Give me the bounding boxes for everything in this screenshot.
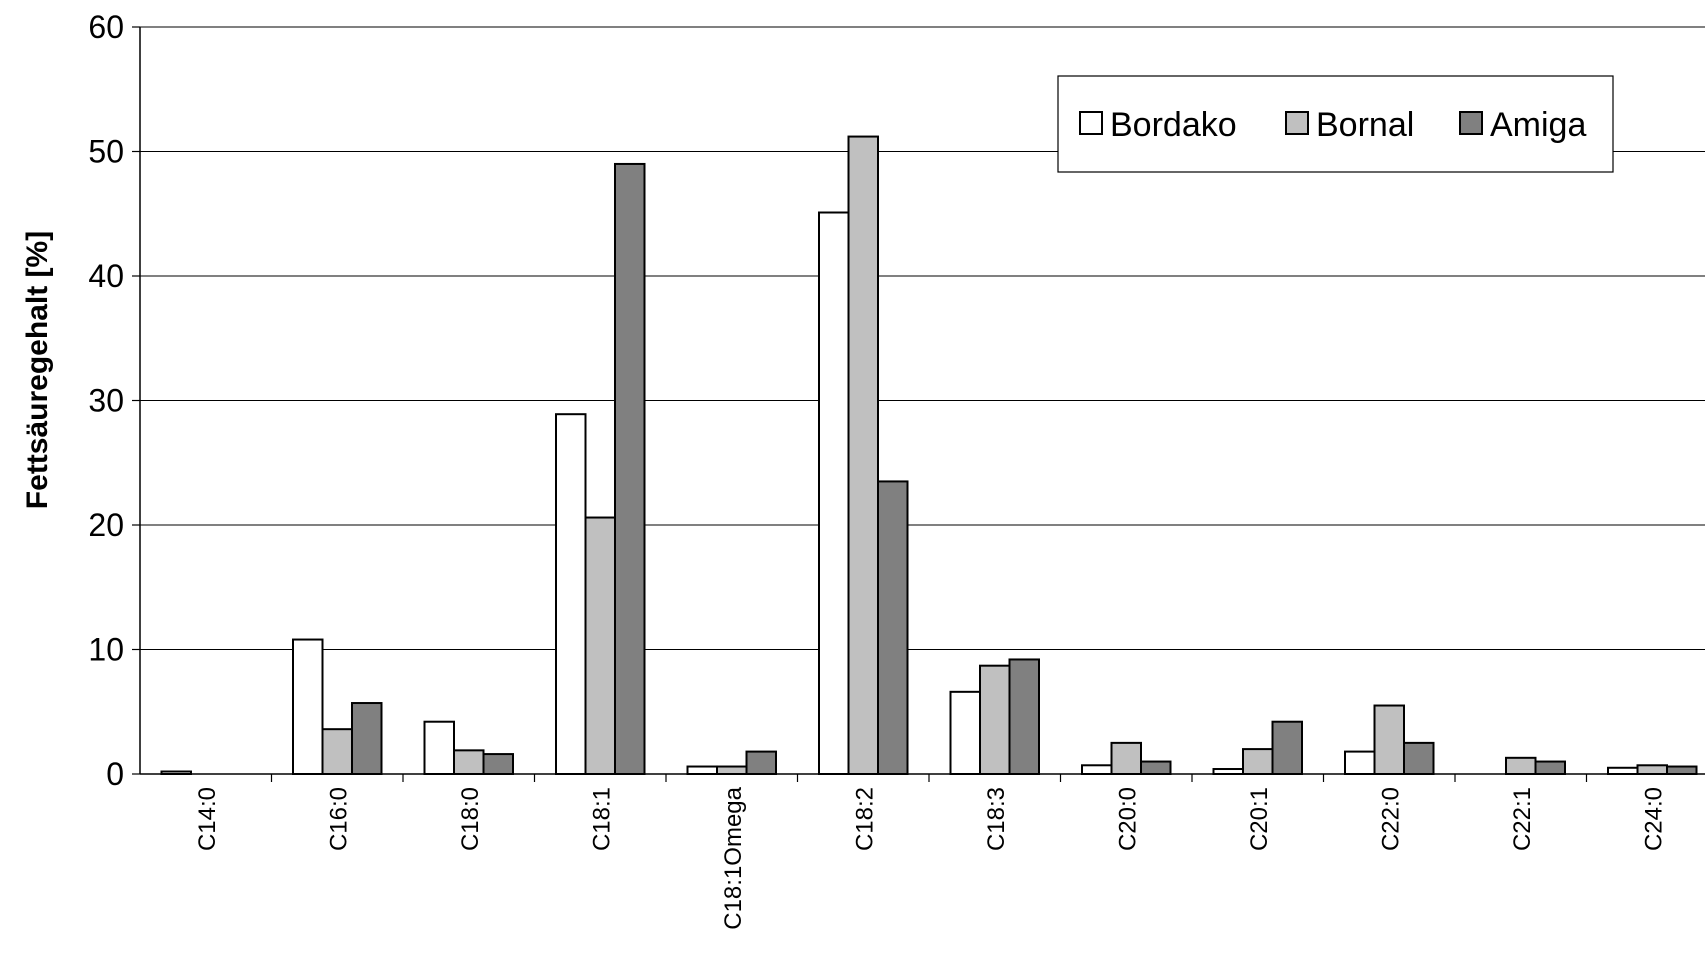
legend-label-amiga: Amiga — [1490, 106, 1586, 144]
x-tick-label: C22:1 — [1509, 787, 1536, 851]
x-tick-label: C18:1Omega — [720, 786, 747, 929]
y-tick-label: 60 — [88, 9, 124, 45]
bar-bordako-c20-0 — [1081, 764, 1113, 775]
bar-amiga-c18-1 — [614, 162, 646, 775]
x-tick-label: C16:0 — [325, 787, 352, 851]
y-tick-label: 50 — [88, 134, 124, 170]
x-tick-label: C22:0 — [1377, 787, 1404, 851]
bar-amiga-c18-3 — [1008, 658, 1040, 776]
x-tick-label: C14:0 — [194, 787, 221, 851]
bar-amiga-c18-1omega — [745, 750, 777, 776]
x-tick-label: C24:0 — [1640, 787, 1667, 851]
bar-bordako-c18-1omega — [686, 765, 718, 776]
bar-bornal-c24-0 — [1636, 764, 1668, 775]
x-tick-label: C18:1 — [588, 787, 615, 851]
x-tick-label: C20:0 — [1114, 787, 1141, 851]
x-tick-label: C18:2 — [851, 787, 878, 851]
bar-bordako-c18-0 — [423, 720, 455, 776]
bar-bornal-c22-0 — [1373, 704, 1405, 776]
bar-bordako-c18-3 — [949, 690, 981, 776]
legend-swatch-amiga — [1459, 111, 1483, 135]
y-tick-label: 20 — [88, 507, 124, 543]
bar-bordako-c16-0 — [292, 638, 324, 775]
bar-amiga-c16-0 — [351, 702, 383, 775]
y-tick-label: 10 — [88, 632, 124, 668]
y-tick-label: 40 — [88, 258, 124, 294]
bar-amiga-c22-1 — [1534, 760, 1566, 775]
bar-amiga-c18-0 — [482, 753, 514, 776]
axes — [139, 27, 1705, 775]
bar-bordako-c22-0 — [1344, 750, 1376, 776]
legend-label-bornal: Bornal — [1316, 106, 1414, 144]
bar-bornal-c22-1 — [1505, 756, 1537, 776]
bar-bornal-c20-1 — [1242, 748, 1274, 775]
bar-bornal-c18-1 — [584, 516, 616, 776]
x-tick-label: C18:3 — [983, 787, 1010, 851]
bar-amiga-c24-0 — [1666, 765, 1698, 776]
x-tick-label: C18:0 — [457, 787, 484, 851]
bar-bordako-c18-2 — [818, 211, 850, 775]
bar-bornal-c18-2 — [847, 135, 879, 775]
y-axis-ticks: 0 10 20 30 40 50 60 — [88, 9, 140, 792]
legend-label-bordako: Bordako — [1110, 106, 1237, 144]
bar-bornal-c18-3 — [979, 664, 1011, 775]
y-tick-label: 0 — [106, 756, 124, 792]
bar-bornal-c20-0 — [1110, 741, 1142, 775]
bars — [160, 135, 1698, 776]
x-tick-label: C20:1 — [1246, 787, 1273, 851]
bar-bornal-c16-0 — [321, 728, 353, 775]
legend-swatch-bornal — [1285, 111, 1309, 135]
bar-amiga-c22-0 — [1403, 741, 1435, 775]
bar-bornal-c18-0 — [453, 749, 485, 775]
legend-box — [1057, 75, 1614, 173]
y-axis-label: Fettsäuregehalt [%] — [21, 231, 54, 509]
bar-amiga-c20-0 — [1140, 760, 1172, 775]
legend: Bordako Bornal Amiga — [1057, 75, 1614, 173]
gridlines — [140, 26, 1705, 650]
bar-bordako-c24-0 — [1607, 766, 1639, 776]
legend-swatch-bordako — [1079, 111, 1103, 135]
bar-amiga-c18-2 — [877, 480, 909, 775]
bar-bornal-c18-1omega — [716, 765, 748, 776]
y-tick-label: 30 — [88, 383, 124, 419]
bar-amiga-c20-1 — [1271, 720, 1303, 776]
x-axis-ticks: C14:0 C16:0 C18:0 C18:1 C18:1Omega C18:2 C18:3… — [194, 774, 1667, 930]
bar-bordako-c18-1 — [555, 413, 587, 775]
